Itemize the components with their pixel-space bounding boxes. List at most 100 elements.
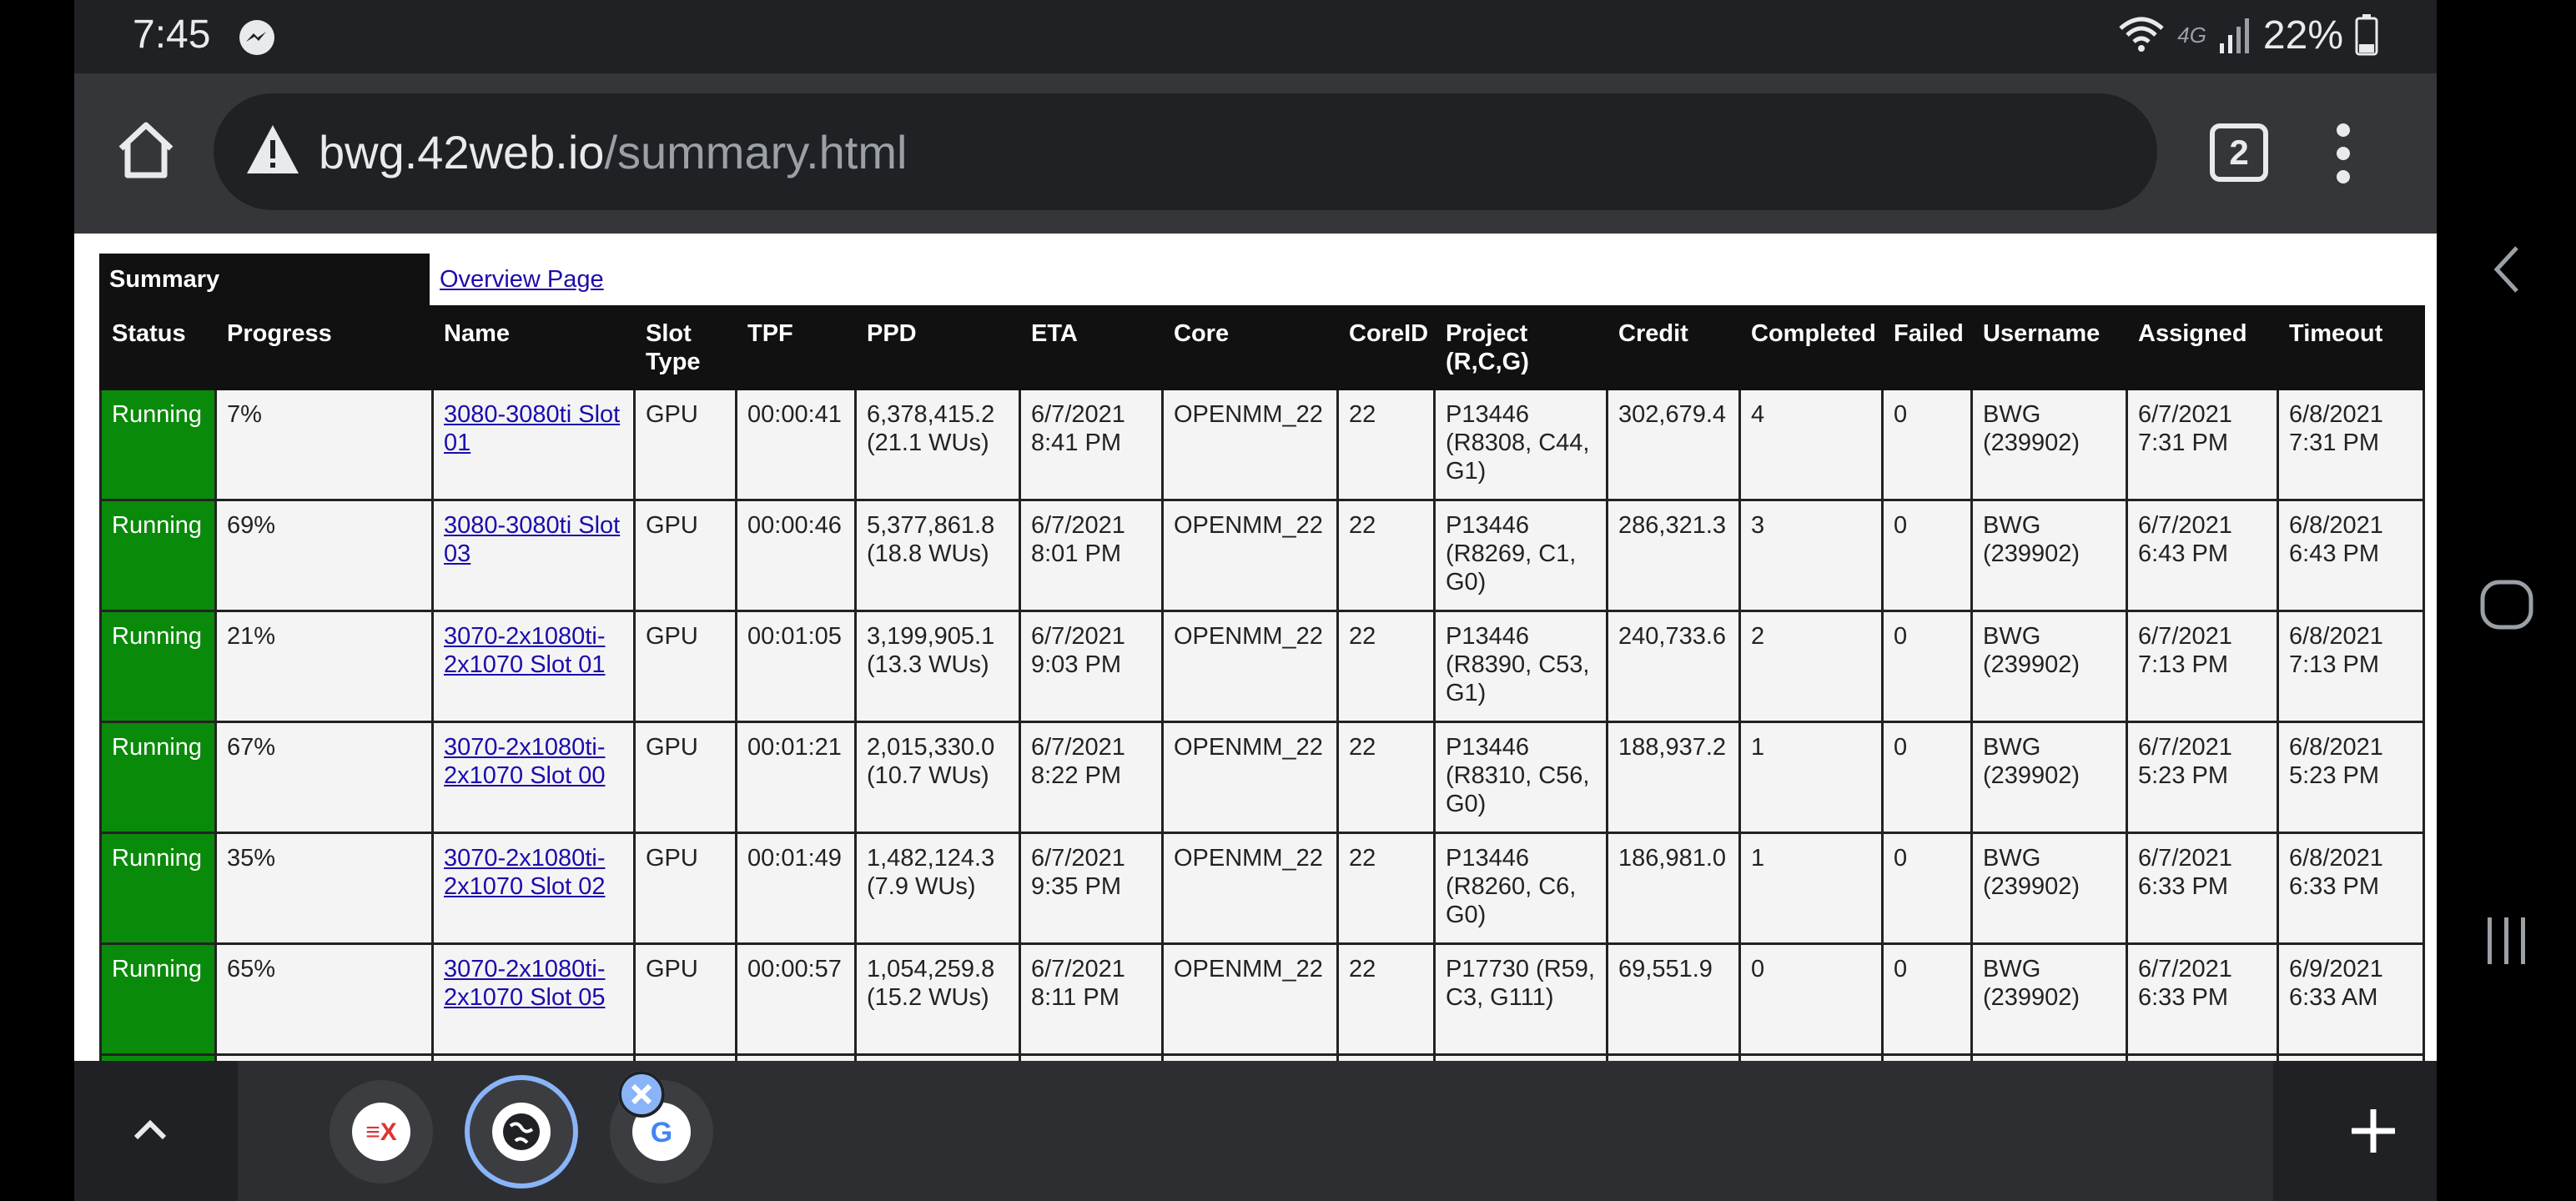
cell-progress: 67% <box>214 721 434 834</box>
cell-core: OPENMM_22 <box>1161 1053 1339 1061</box>
column-header-eta: ETA <box>1019 305 1164 390</box>
cell-timeout: 6/8/2021 7:31 PM <box>2277 388 2425 501</box>
column-header-assigned: Assigned <box>2126 305 2279 390</box>
cell-username: BWG (239902) <box>1970 942 2128 1056</box>
cell-eta: 6/7/2021 8:41 PM <box>1019 388 1164 501</box>
cell-ppd: 6,378,415.2 (21.1 WUs) <box>854 388 1021 501</box>
back-icon[interactable] <box>2482 236 2532 303</box>
cell-completed: 1 <box>1738 1053 1884 1061</box>
cell-ppd: 937,775.2 <box>854 1053 1021 1061</box>
cell-coreid: 22 <box>1336 610 1436 723</box>
cell-slot-type: GPU <box>633 388 737 501</box>
url-host: bwg.42web.io <box>319 126 605 178</box>
network-type: 4G <box>2177 22 2206 48</box>
slot-name-link[interactable]: 3070-2x1080ti-2x1070 Slot 01 <box>444 623 606 678</box>
cell-progress: 65% <box>214 942 434 1056</box>
tab-count-button[interactable]: 2 <box>2210 123 2268 182</box>
url-path: /summary.html <box>604 126 908 178</box>
cell-credit: 186,981.0 <box>1606 832 1741 945</box>
column-header-progress: Progress <box>214 305 434 390</box>
cell-username: BWG <box>1970 1053 2128 1061</box>
cell-name: 3070-2x1080ti-2x1070 Slot 02 <box>431 832 636 945</box>
slot-name-link[interactable]: 3080-3080ti Slot 03 <box>444 512 621 567</box>
cell-progress: 69% <box>214 499 434 612</box>
plus-icon[interactable] <box>2343 1101 2403 1161</box>
cell-coreid: 22 <box>1336 942 1436 1056</box>
cell-progress: 35% <box>214 832 434 945</box>
cell-credit: 302,679.4 <box>1606 388 1741 501</box>
cell-slot-type: GPU <box>633 942 737 1056</box>
column-header-completed: Completed <box>1738 305 1884 390</box>
cell-progress: 55% <box>214 1053 434 1061</box>
home-circle-icon[interactable] <box>2478 575 2536 634</box>
table-row: Running 7% 3080-3080ti Slot 01 GPU 00:00:41 6… <box>99 388 2425 501</box>
cell-slot-type: GPU <box>633 721 737 834</box>
cell-core: OPENMM_22 <box>1161 388 1339 501</box>
cell-coreid: 22 <box>1336 721 1436 834</box>
overview-page-link[interactable]: Overview Page <box>430 254 614 305</box>
cell-completed: 4 <box>1738 388 1884 501</box>
tab-thumbnail[interactable]: ≡X <box>330 1080 433 1183</box>
cell-tpf: 00:00:41 <box>735 388 857 501</box>
cell-timeout: 6/9/2021 <box>2277 1053 2425 1061</box>
messenger-icon <box>239 20 274 55</box>
recents-icon[interactable] <box>2478 911 2536 969</box>
svg-text:G: G <box>651 1117 672 1148</box>
home-icon[interactable] <box>113 117 179 183</box>
cell-completed: 0 <box>1738 942 1884 1056</box>
table-row: Running 35% 3070-2x1080ti-2x1070 Slot 02 GP… <box>99 832 2425 945</box>
chevron-up-icon[interactable] <box>121 1101 179 1159</box>
cell-credit: 188,937.2 <box>1606 721 1741 834</box>
slot-name-link[interactable]: 3080-3080ti Slot 01 <box>444 401 621 456</box>
cell-ppd: 1,482,124.3 (7.9 WUs) <box>854 832 1021 945</box>
slot-name-link[interactable]: 3070-2x1080ti-2x1070 Slot 02 <box>444 845 606 900</box>
cell-name: 3070-2x1080ti-2x1070 Slot 00 <box>431 721 636 834</box>
close-icon[interactable] <box>618 1071 665 1118</box>
menu-dots-icon[interactable] <box>2327 117 2360 190</box>
cell-assigned: 6/7/2021 7:31 PM <box>2126 388 2279 501</box>
cell-core: OPENMM_22 <box>1161 610 1339 723</box>
cell-progress: 7% <box>214 388 434 501</box>
tab-thumbnail-active[interactable] <box>470 1080 573 1183</box>
cell-tpf: 00:00:46 <box>735 499 857 612</box>
column-header-slot-type: Slot Type <box>633 305 737 390</box>
cell-status: Running <box>99 832 217 945</box>
cell-coreid: 22 <box>1336 388 1436 501</box>
slot-name-link[interactable]: 3070-2x1080ti-2x1070 Slot 05 <box>444 956 606 1011</box>
cell-credit: 69,551.9 <box>1606 942 1741 1056</box>
url-text[interactable]: bwg.42web.io/summary.html <box>319 125 907 179</box>
cell-assigned: 6/7/2021 7:13 PM <box>2126 610 2279 723</box>
cell-failed: 0 <box>1881 832 1973 945</box>
status-right-group: 4G 22% <box>2117 10 2378 60</box>
warning-icon[interactable] <box>245 123 300 175</box>
phone-screen: 7:45 4G 22% <box>74 0 2437 1201</box>
url-bar[interactable]: bwg.42web.io/summary.html <box>214 93 2157 210</box>
cell-core: OPENMM_22 <box>1161 942 1339 1056</box>
cell-completed: 3 <box>1738 499 1884 612</box>
wifi-icon <box>2119 17 2164 52</box>
table-row: Running 67% 3070-2x1080ti-2x1070 Slot 00 GP… <box>99 721 2425 834</box>
column-header-name: Name <box>431 305 636 390</box>
cell-assigned: 6/7/2021 5:23 PM <box>2126 721 2279 834</box>
cell-eta: 6/7/2021 8:01 PM <box>1019 499 1164 612</box>
cell-status: Running <box>99 721 217 834</box>
cell-core: OPENMM_22 <box>1161 721 1339 834</box>
cell-core: OPENMM_22 <box>1161 832 1339 945</box>
cell-completed: 2 <box>1738 610 1884 723</box>
cell-project: P13446 (R8390, C53, G1) <box>1433 610 1608 723</box>
cell-failed: 0 <box>1881 942 1973 1056</box>
cell-core: OPENMM_22 <box>1161 499 1339 612</box>
page-content: Summary Overview Page Status Progress Name… <box>74 234 2437 1061</box>
cell-coreid: 22 <box>1336 499 1436 612</box>
cell-progress: 21% <box>214 610 434 723</box>
browser-toolbar: bwg.42web.io/summary.html 2 <box>74 73 2437 234</box>
cell-slot-type: GPU <box>633 832 737 945</box>
cell-project: P17730 (R59, C3, G111) <box>1433 942 1608 1056</box>
cell-coreid: 22 <box>1336 832 1436 945</box>
cell-assigned: 6/7/2021 <box>2126 1053 2279 1061</box>
slot-name-link[interactable]: 3070-2x1080ti-2x1070 Slot 00 <box>444 734 606 789</box>
cell-assigned: 6/7/2021 6:33 PM <box>2126 832 2279 945</box>
cell-eta: 6/7/2021 8:22 PM <box>1019 721 1164 834</box>
cell-eta: 6/7/2021 9:35 PM <box>1019 832 1164 945</box>
table-row: Running55%3070-2x1080ti-GPU00:03:44937,7… <box>99 1053 2425 1061</box>
